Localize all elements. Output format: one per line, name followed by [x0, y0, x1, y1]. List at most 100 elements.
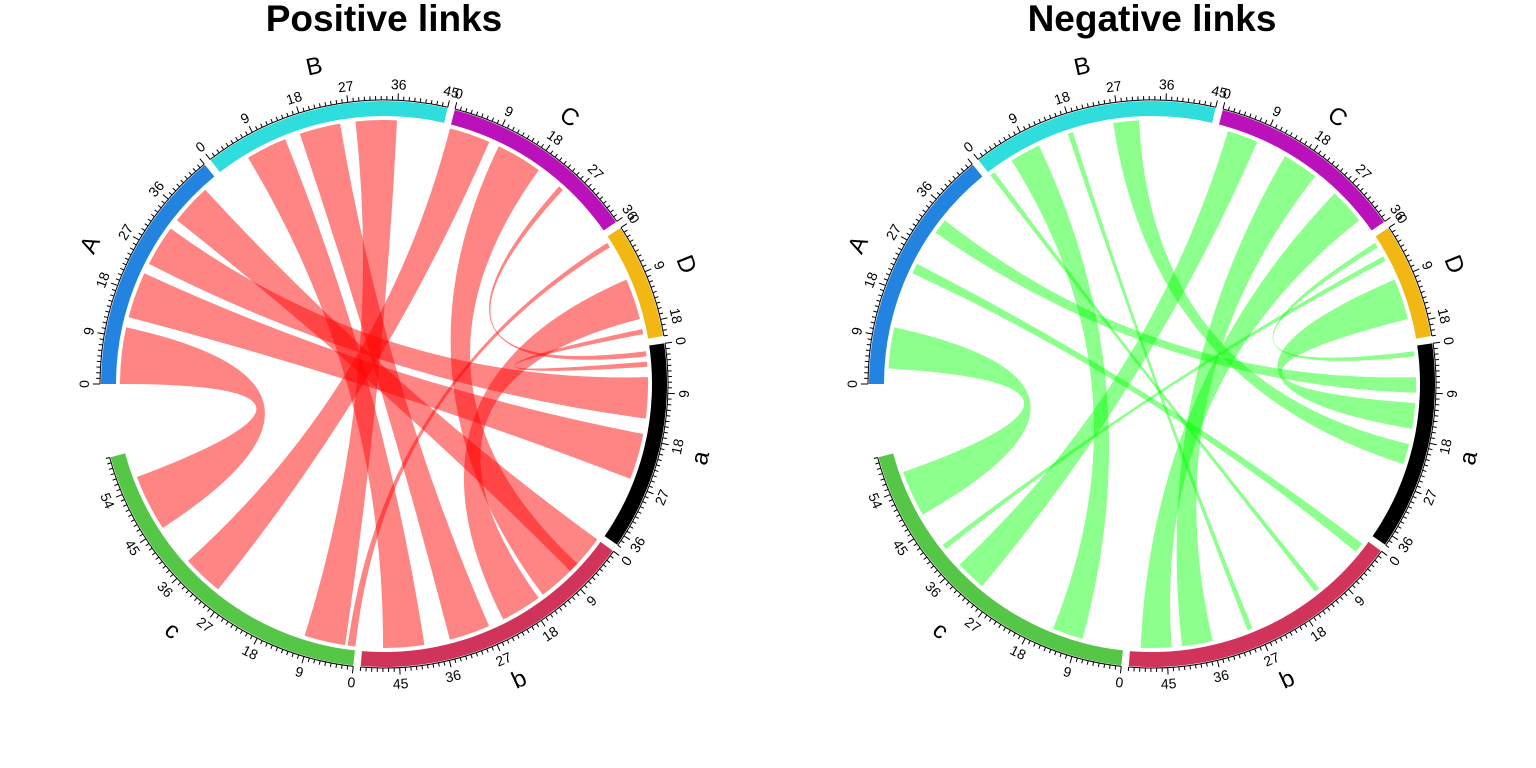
minor-tick — [984, 149, 988, 154]
minor-tick — [929, 200, 934, 204]
major-tick — [1114, 95, 1117, 103]
tick-label: 36 — [913, 178, 935, 200]
minor-tick — [255, 126, 258, 131]
link-D-b — [463, 279, 640, 620]
minor-tick — [110, 294, 115, 297]
link-C-b — [1140, 193, 1360, 648]
minor-tick — [912, 223, 917, 227]
link-A-a — [148, 228, 649, 419]
minor-tick — [580, 175, 584, 180]
sector-axis-b — [360, 550, 614, 669]
minor-tick — [913, 543, 918, 547]
minor-tick — [176, 183, 180, 188]
minor-tick — [486, 648, 489, 653]
major-tick — [1381, 550, 1388, 556]
sector-band-a — [604, 343, 667, 545]
minor-tick — [1412, 495, 1417, 499]
minor-tick — [1308, 143, 1312, 148]
minor-tick — [1086, 660, 1089, 665]
sector-label-b: b — [508, 664, 531, 694]
link-B-b — [990, 172, 1320, 592]
minor-tick — [103, 316, 108, 319]
minor-tick — [1254, 648, 1257, 653]
minor-tick — [313, 659, 316, 664]
minor-tick — [114, 483, 119, 486]
minor-tick — [106, 305, 111, 308]
minor-tick — [919, 552, 924, 556]
minor-tick — [155, 556, 160, 560]
major-tick — [1069, 656, 1073, 664]
minor-tick — [1200, 663, 1203, 668]
tick-label: 9 — [80, 326, 97, 337]
minor-tick — [1059, 110, 1062, 115]
major-tick — [1021, 637, 1026, 645]
chord-diagram-positive: 0 9 18 27 36 A 0 9 18 27 36 45 B 0 9 18 27 36 C 0 9 18 D 0 9 18 27… — [75, 52, 716, 695]
minor-tick — [1394, 234, 1399, 238]
minor-tick — [634, 516, 639, 519]
minor-tick — [900, 242, 905, 246]
minor-tick — [588, 580, 592, 585]
minor-tick — [1114, 665, 1117, 670]
tick-label: 27 — [962, 614, 984, 636]
minor-tick — [101, 327, 106, 329]
minor-tick — [459, 657, 462, 662]
minor-tick — [1109, 99, 1111, 104]
minor-tick — [878, 294, 883, 297]
sector-band-b — [1128, 541, 1381, 667]
minor-tick — [563, 160, 567, 165]
tick-label: 9 — [293, 663, 305, 681]
tick-label: 9 — [651, 259, 669, 273]
minor-tick — [123, 504, 128, 507]
minor-tick — [291, 652, 294, 658]
minor-tick — [883, 278, 888, 281]
tick-label: 45 — [1210, 82, 1229, 101]
tick-label: 36 — [145, 178, 167, 200]
minor-tick — [1243, 111, 1247, 116]
minor-tick — [112, 478, 117, 481]
minor-tick — [220, 618, 224, 622]
minor-tick — [558, 607, 563, 611]
minor-tick — [639, 506, 645, 509]
minor-tick — [1289, 132, 1293, 137]
minor-tick — [1206, 662, 1208, 667]
sector-B: 0 9 18 27 36 45 B — [192, 52, 461, 173]
minor-tick — [1008, 629, 1011, 634]
minor-tick — [637, 254, 642, 257]
minor-tick — [526, 134, 530, 139]
minor-tick — [1194, 664, 1197, 669]
minor-tick — [1008, 134, 1011, 138]
minor-tick — [1402, 516, 1407, 519]
minor-tick — [1299, 137, 1303, 142]
major-tick — [1269, 119, 1274, 127]
link-D-a — [514, 329, 648, 371]
minor-tick — [1359, 576, 1364, 581]
minor-tick — [419, 98, 422, 103]
minor-tick — [975, 608, 979, 612]
tick-label: 27 — [883, 221, 905, 243]
sector-axis-D — [620, 227, 665, 336]
chart-panel-positive: Positive links 0 9 18 27 36 A 0 9 18 27 36 45 B 0 9 18 2… — [75, 0, 716, 695]
sector-label-B: B — [304, 52, 325, 82]
minor-tick — [425, 99, 427, 104]
link-A-b — [912, 263, 1363, 552]
minor-tick — [116, 488, 121, 492]
minor-tick — [307, 657, 310, 663]
major-tick — [248, 125, 253, 133]
minor-tick — [506, 124, 510, 129]
minor-tick — [506, 639, 510, 644]
sector-label-A: A — [843, 232, 874, 258]
sector-band-B — [210, 101, 448, 173]
minor-tick — [879, 288, 884, 292]
minor-tick — [122, 262, 127, 266]
minor-tick — [953, 589, 958, 594]
minor-tick — [1377, 555, 1382, 559]
sector-axis-b — [1128, 550, 1382, 669]
minor-tick — [904, 528, 909, 532]
minor-tick — [426, 664, 429, 669]
major-tick — [644, 268, 652, 273]
major-tick — [580, 588, 586, 595]
minor-tick — [1284, 129, 1288, 134]
minor-tick — [576, 171, 580, 176]
minor-tick — [329, 662, 332, 668]
sector-band-B — [978, 101, 1216, 173]
